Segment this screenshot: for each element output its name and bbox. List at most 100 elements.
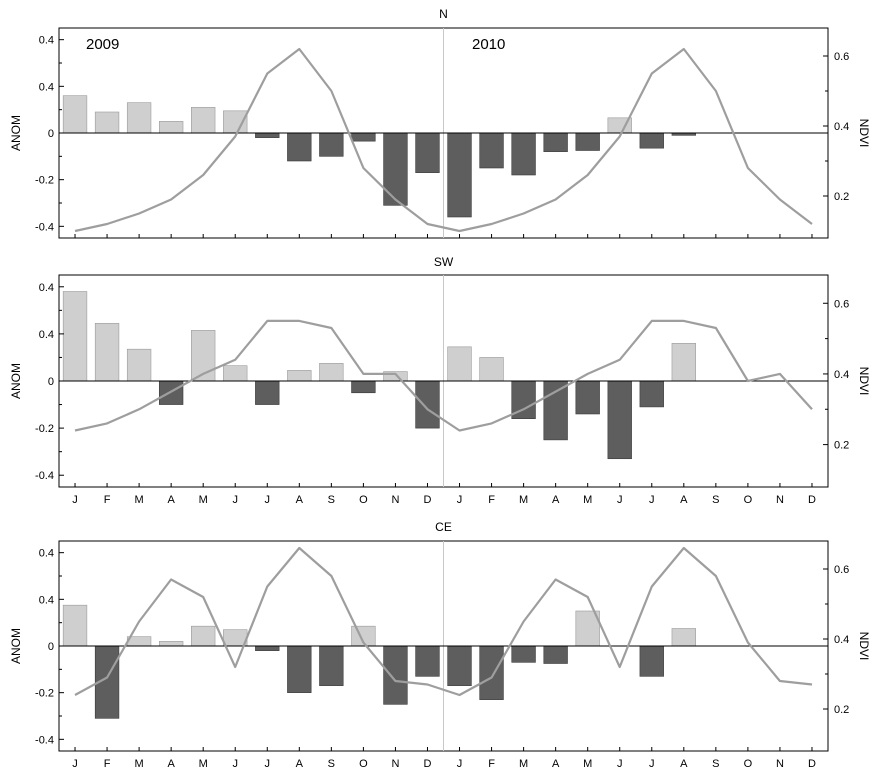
anomaly-bar (126, 102, 152, 134)
y-tick-label: -0.2 (35, 175, 54, 187)
y-tick-label: 0.4 (39, 329, 54, 341)
anomaly-bar (671, 628, 696, 647)
anomaly-bar (287, 370, 312, 382)
x-tick-label: A (296, 494, 304, 506)
anomaly-bar (287, 132, 312, 162)
anomaly-bar (479, 132, 504, 169)
y-axis-label: ANOM (9, 115, 23, 151)
y-tick-label: 0.4 (39, 594, 54, 606)
x-tick-label: J (617, 758, 623, 770)
anomaly-bar (543, 380, 568, 441)
y-axis-label: ANOM (9, 628, 23, 664)
x-tick-label: J (457, 494, 463, 506)
y-tick-label: 0.4 (39, 282, 54, 294)
anomaly-bar (319, 363, 344, 382)
x-tick-label: J (649, 758, 655, 770)
x-tick-label: S (712, 758, 719, 770)
y2-axis-label: NDVI (857, 632, 870, 661)
x-tick-label: J (649, 494, 655, 506)
anomaly-bar (255, 645, 280, 651)
anomaly-bar (415, 132, 440, 173)
x-tick-label: O (359, 758, 368, 770)
x-tick-label: S (712, 494, 719, 506)
x-tick-label: M (519, 494, 528, 506)
anomaly-bar (62, 291, 88, 382)
x-tick-label: J (232, 494, 238, 506)
x-tick-label: F (488, 758, 495, 770)
anomaly-bar (607, 380, 632, 460)
x-tick-label: J (232, 758, 238, 770)
ndvi-line (74, 319, 813, 432)
y2-tick-label: 0.6 (834, 51, 849, 63)
anomaly-bar (287, 645, 312, 693)
x-tick-label: F (104, 758, 111, 770)
x-tick-label: N (391, 758, 399, 770)
anomaly-bar (383, 645, 408, 705)
panel-n: N 0.4 0.4 0 -0.2 -0.4 0.6 0.4 0.2 ANOM NDVI 2009 201… (9, 7, 870, 239)
anomaly-bar (639, 380, 664, 408)
x-tick-label: A (680, 494, 688, 506)
y-tick-label: -0.4 (35, 221, 54, 233)
x-tick-label: N (391, 494, 399, 506)
x-tick-label: A (680, 758, 688, 770)
anomaly-bar (479, 357, 504, 382)
anomaly-bar (415, 645, 440, 677)
x-tick-label: M (199, 494, 208, 506)
anomaly-bar (671, 343, 696, 382)
anomaly-bar (511, 645, 536, 663)
x-tick-label: A (296, 758, 304, 770)
y-tick-label: -0.2 (35, 423, 54, 435)
x-tick-label: S (328, 758, 335, 770)
x-tick-label: O (359, 494, 368, 506)
y2-axis-label: NDVI (857, 119, 870, 148)
x-tick-label: N (776, 758, 784, 770)
panel-title: SW (434, 255, 454, 269)
anomaly-bar (639, 645, 664, 677)
ndvi-line (74, 47, 813, 233)
x-tick-label: D (808, 494, 816, 506)
panel-title: CE (435, 520, 452, 534)
anomaly-bar (447, 346, 472, 382)
anomaly-bar (319, 645, 344, 686)
anomaly-bar (191, 625, 216, 647)
x-tick-label: A (167, 494, 175, 506)
y-tick-label: 0 (48, 128, 54, 140)
anomaly-bar (575, 380, 600, 415)
x-tick-label: O (744, 758, 753, 770)
anomaly-bar (383, 132, 408, 206)
anomaly-bar (351, 380, 376, 394)
anomaly-bar (511, 132, 536, 176)
x-tick-label: J (617, 494, 623, 506)
anomaly-bar (255, 132, 280, 138)
y2-tick-label: 0.6 (834, 298, 849, 310)
x-tick-label: A (552, 758, 560, 770)
x-tick-label: M (199, 758, 208, 770)
anomaly-bar (126, 348, 152, 382)
anomaly-bar (158, 121, 184, 134)
x-tick-label: J (265, 494, 271, 506)
x-tick-label: J (72, 758, 78, 770)
y-tick-label: 0.4 (39, 35, 54, 47)
x-tick-label: D (424, 758, 432, 770)
anomaly-bar (575, 132, 600, 151)
anomaly-bar (94, 322, 120, 382)
y-axis-label: ANOM (9, 363, 23, 399)
y2-tick-label: 0.2 (834, 191, 849, 203)
anomaly-bar (447, 132, 472, 218)
y2-tick-label: 0.4 (834, 121, 849, 133)
y2-tick-label: 0.2 (834, 440, 849, 452)
y-tick-label: -0.4 (35, 470, 54, 482)
x-tick-label: J (457, 758, 463, 770)
anomaly-bar (639, 132, 664, 149)
anomaly-bar (543, 645, 568, 664)
x-tick-label: M (583, 494, 592, 506)
y2-tick-label: 0.2 (834, 704, 849, 716)
y-tick-label: -0.4 (35, 734, 54, 746)
x-tick-label: J (72, 494, 78, 506)
x-tick-label: D (808, 758, 816, 770)
x-tick-label: M (519, 758, 528, 770)
anomaly-bar (255, 380, 280, 405)
anomaly-bar (447, 645, 472, 686)
